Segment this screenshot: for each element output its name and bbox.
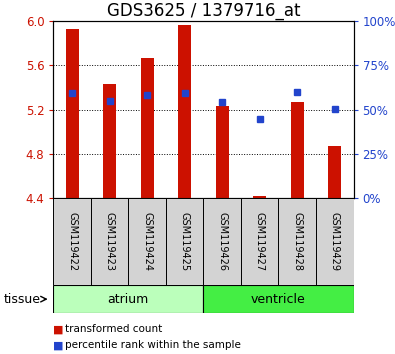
Bar — [91, 198, 128, 285]
Bar — [316, 198, 354, 285]
Bar — [328, 146, 341, 198]
Bar — [166, 198, 203, 285]
Bar — [66, 29, 79, 198]
Bar — [53, 198, 91, 285]
Text: ventricle: ventricle — [251, 293, 306, 306]
Bar — [241, 198, 278, 285]
Text: tissue: tissue — [4, 293, 41, 306]
Bar — [216, 107, 229, 198]
Text: percentile rank within the sample: percentile rank within the sample — [65, 340, 241, 350]
Bar — [291, 102, 304, 198]
Text: transformed count: transformed count — [65, 324, 162, 334]
Text: ■: ■ — [53, 340, 64, 350]
Text: GSM119424: GSM119424 — [142, 212, 152, 271]
Bar — [141, 58, 154, 198]
Bar — [278, 198, 316, 285]
Title: GDS3625 / 1379716_at: GDS3625 / 1379716_at — [107, 2, 300, 20]
Text: GSM119428: GSM119428 — [292, 212, 302, 271]
Text: ■: ■ — [53, 324, 64, 334]
Bar — [103, 84, 116, 198]
Bar — [178, 24, 191, 198]
Text: GSM119423: GSM119423 — [105, 212, 115, 271]
Bar — [128, 198, 166, 285]
Bar — [253, 196, 266, 198]
Bar — [203, 198, 241, 285]
Text: GSM119422: GSM119422 — [67, 212, 77, 271]
Text: GSM119425: GSM119425 — [180, 212, 190, 271]
Text: GSM119429: GSM119429 — [330, 212, 340, 271]
Bar — [53, 285, 203, 313]
Text: GSM119427: GSM119427 — [255, 212, 265, 271]
Text: GSM119426: GSM119426 — [217, 212, 227, 271]
Text: atrium: atrium — [108, 293, 149, 306]
Bar — [203, 285, 354, 313]
